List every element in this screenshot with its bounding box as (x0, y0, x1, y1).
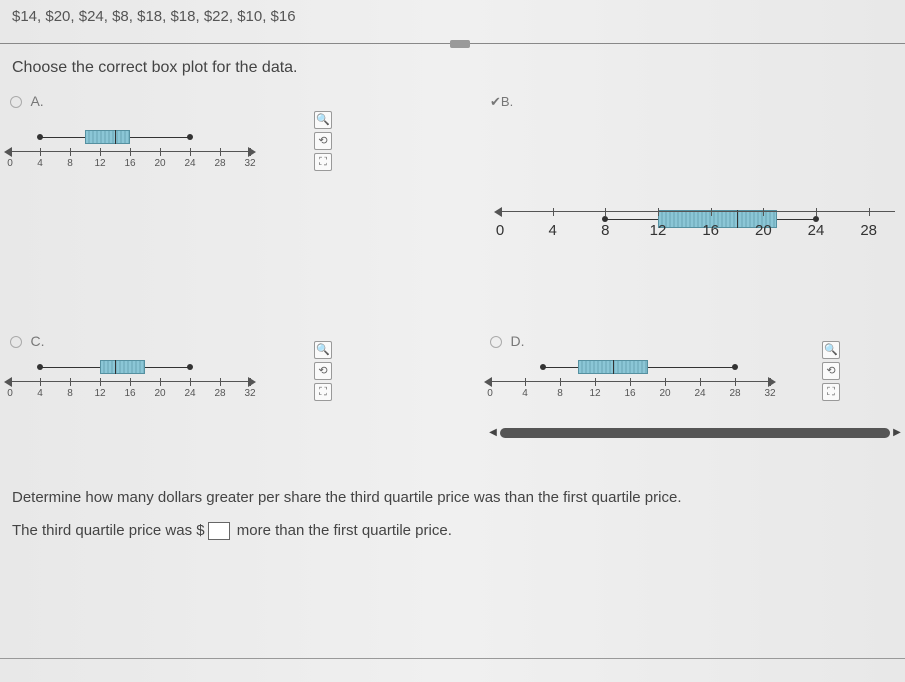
option-c[interactable]: C. 048121620242832 🔍 ⟲ ⛶ (10, 333, 310, 421)
data-values: $14, $20, $24, $8, $18, $18, $22, $10, $… (0, 0, 905, 33)
reset-icon[interactable]: ⟲ (822, 362, 840, 380)
plot-tools-c: 🔍 ⟲ ⛶ (314, 341, 332, 401)
scroll-thumb[interactable] (500, 428, 890, 438)
followup-question: Determine how many dollars greater per s… (12, 481, 893, 514)
plot-b-enlarged: 0481216202428 (490, 211, 890, 251)
expand-icon[interactable]: ⛶ (314, 383, 332, 401)
plot-tools-a: 🔍 ⟲ ⛶ (314, 111, 332, 171)
boxplot-d (490, 359, 770, 375)
axis-b: 0481216202428 (500, 211, 895, 251)
answer-post: more than the first quartile price. (233, 522, 452, 539)
axis-d: 048121620242832 (490, 381, 770, 421)
followup-section: Determine how many dollars greater per s… (0, 463, 905, 565)
axis-c: 048121620242832 (10, 381, 250, 421)
divider (0, 43, 905, 44)
reset-icon[interactable]: ⟲ (314, 362, 332, 380)
option-b-label: ✔B. (490, 94, 513, 109)
plot-d: 048121620242832 🔍 ⟲ ⛶ (490, 381, 830, 421)
zoom-icon[interactable]: 🔍 (314, 341, 332, 359)
option-a-label: A. (30, 93, 43, 109)
bottom-nav (0, 658, 905, 682)
option-c-label: C. (30, 333, 44, 349)
radio-d[interactable] (490, 336, 502, 348)
plot-a: 048121620242832 🔍 ⟲ ⛶ (10, 151, 310, 191)
option-b[interactable]: ✔B. 0481216202428 (490, 93, 890, 251)
question-text: Choose the correct box plot for the data… (0, 44, 905, 83)
option-d[interactable]: D. 048121620242832 🔍 ⟲ ⛶ (490, 333, 830, 421)
option-d-label: D. (510, 333, 524, 349)
answer-line: The third quartile price was $ more than… (12, 514, 893, 547)
zoom-icon[interactable]: 🔍 (314, 111, 332, 129)
option-a[interactable]: A. 048121620242832 🔍 ⟲ ⛶ (10, 93, 310, 191)
radio-a[interactable] (10, 96, 22, 108)
zoom-icon[interactable]: 🔍 (822, 341, 840, 359)
plot-c: 048121620242832 🔍 ⟲ ⛶ (10, 381, 310, 421)
expand-icon[interactable]: ⛶ (314, 153, 332, 171)
boxplot-c (10, 359, 250, 375)
plot-tools-d: 🔍 ⟲ ⛶ (822, 341, 840, 401)
scroll-left-icon[interactable]: ◀ (486, 426, 500, 440)
boxplot-a (10, 129, 250, 145)
expand-icon[interactable]: ⛶ (822, 383, 840, 401)
radio-c[interactable] (10, 336, 22, 348)
answer-input[interactable] (208, 522, 230, 540)
options-grid: A. 048121620242832 🔍 ⟲ ⛶ ✔B. 04812162024… (0, 83, 905, 463)
scroll-right-icon[interactable]: ▶ (890, 426, 904, 440)
scrollbar[interactable]: ◀ ▶ (490, 426, 900, 440)
axis-a: 048121620242832 (10, 151, 250, 191)
answer-pre: The third quartile price was $ (12, 522, 205, 539)
reset-icon[interactable]: ⟲ (314, 132, 332, 150)
